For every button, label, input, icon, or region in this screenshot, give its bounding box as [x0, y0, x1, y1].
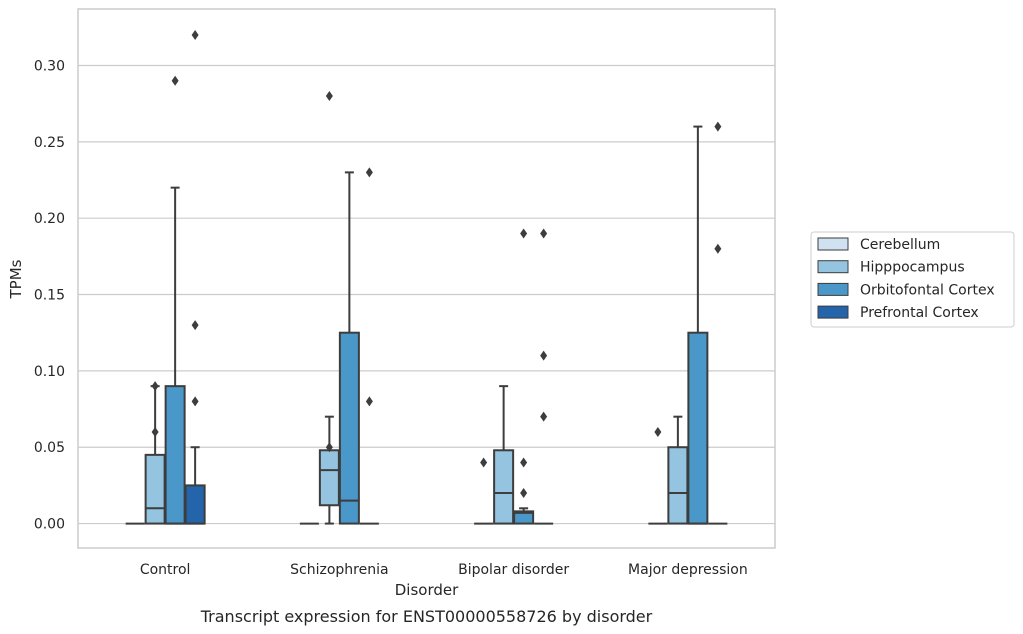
figure-caption: Transcript expression for ENST0000055872… — [200, 607, 653, 626]
outlier-point — [520, 457, 528, 468]
box-hipppocampus — [493, 385, 515, 525]
box-body — [493, 449, 515, 525]
box-body — [513, 510, 535, 525]
outlier-point — [654, 426, 662, 437]
y-axis-label: TPMs — [7, 259, 25, 299]
box-body — [338, 331, 360, 525]
x-tick-label: Control — [140, 562, 191, 578]
outlier-point — [325, 91, 333, 102]
legend-swatch — [817, 282, 849, 296]
legend-swatch — [817, 305, 849, 319]
outlier-point — [191, 29, 199, 40]
y-tick-label: 0.10 — [34, 364, 65, 380]
outlier-point — [191, 320, 199, 331]
x-axis-label: Disorder — [395, 581, 459, 599]
boxes — [125, 29, 728, 525]
outlier-point — [365, 396, 373, 407]
box-prefrontal-cortex — [534, 228, 554, 525]
y-tick-label: 0.30 — [34, 58, 65, 74]
box-cerebellum — [474, 457, 494, 525]
box-orbitofontal-cortex — [687, 125, 709, 525]
x-tick-labels: Control Schizophrenia Bipolar disorder Majo… — [140, 562, 748, 578]
legend: Cerebellum Hipppocampus Orbitofontal Corte… — [810, 231, 1015, 328]
box-body — [318, 449, 340, 507]
box-body — [687, 331, 709, 525]
box-prefrontal-cortex — [359, 167, 379, 525]
box-body — [184, 484, 206, 525]
box-body — [164, 385, 186, 525]
outlier-point — [325, 442, 333, 453]
box-prefrontal-cortex — [184, 29, 206, 525]
legend-label: Orbitofontal Cortex — [860, 282, 995, 298]
box-orbitofontal-cortex — [338, 171, 360, 525]
y-tick-label: 0.00 — [34, 517, 65, 533]
box-body — [667, 446, 689, 525]
outlier-point — [714, 121, 722, 132]
y-tick-labels: 0.00 0.05 0.10 0.15 0.20 0.25 0.30 — [34, 58, 65, 532]
box-hipppocampus — [144, 381, 166, 525]
legend-frame — [810, 231, 1015, 328]
outlier-point — [171, 75, 179, 86]
legend-label: Cerebellum — [860, 237, 940, 253]
x-tick-label: Major depression — [628, 562, 748, 578]
outlier-point — [151, 426, 159, 437]
box-prefrontal-cortex — [708, 121, 728, 525]
box-hipppocampus — [318, 91, 340, 525]
y-tick-label: 0.05 — [34, 440, 65, 456]
legend-swatch — [817, 260, 849, 274]
x-tick-label: Schizophrenia — [290, 562, 388, 578]
box-cerebellum — [648, 426, 668, 525]
box-body — [144, 453, 166, 525]
outlier-point — [520, 228, 528, 239]
y-tick-label: 0.25 — [34, 135, 65, 151]
outlier-point — [365, 167, 373, 178]
outlier-point — [480, 457, 488, 468]
y-tick-label: 0.20 — [34, 211, 65, 227]
outlier-point — [520, 488, 528, 499]
outlier-point — [540, 228, 548, 239]
legend-label: Prefrontal Cortex — [860, 305, 979, 321]
y-tick-label: 0.15 — [34, 288, 65, 304]
box-orbitofontal-cortex — [164, 75, 186, 525]
x-tick-label: Bipolar disorder — [458, 562, 569, 578]
outlier-point — [714, 243, 722, 254]
outlier-point — [540, 411, 548, 422]
legend-label: Hipppocampus — [860, 260, 965, 276]
outlier-point — [151, 381, 159, 392]
box-orbitofontal-cortex — [513, 228, 535, 525]
box-hipppocampus — [667, 415, 689, 525]
outlier-point — [191, 396, 199, 407]
outlier-point — [540, 350, 548, 361]
plot-frame — [77, 8, 776, 549]
legend-swatch — [817, 237, 849, 251]
